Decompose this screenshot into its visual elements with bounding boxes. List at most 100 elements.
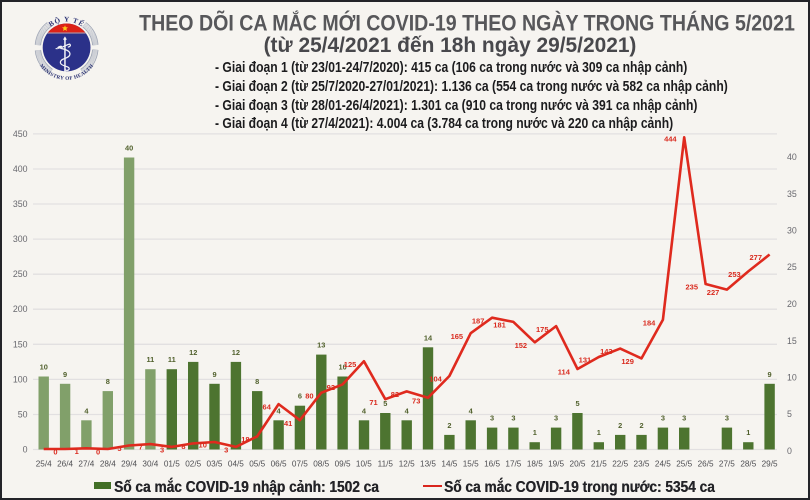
svg-text:40: 40 — [787, 152, 797, 162]
svg-text:20/5: 20/5 — [570, 460, 586, 469]
svg-text:3: 3 — [661, 414, 665, 423]
svg-text:100: 100 — [13, 374, 28, 384]
svg-text:114: 114 — [558, 368, 571, 377]
svg-text:227: 227 — [707, 288, 720, 297]
svg-text:6: 6 — [298, 392, 302, 401]
svg-text:444: 444 — [664, 135, 677, 144]
svg-text:40: 40 — [125, 144, 133, 153]
svg-text:08/5: 08/5 — [313, 460, 329, 469]
svg-text:187: 187 — [472, 316, 485, 325]
svg-text:21/5: 21/5 — [591, 460, 607, 469]
svg-text:12: 12 — [232, 348, 240, 357]
svg-text:8: 8 — [255, 377, 259, 386]
svg-text:18/5: 18/5 — [527, 460, 543, 469]
svg-text:450: 450 — [13, 129, 28, 139]
svg-text:104: 104 — [429, 375, 442, 384]
svg-text:28/4: 28/4 — [100, 460, 116, 469]
svg-text:11/5: 11/5 — [378, 460, 394, 469]
svg-text:25/4: 25/4 — [36, 460, 52, 469]
svg-text:4: 4 — [362, 406, 367, 415]
svg-text:0: 0 — [23, 445, 28, 455]
svg-text:181: 181 — [493, 321, 506, 330]
svg-text:10: 10 — [787, 373, 797, 383]
svg-text:3: 3 — [160, 446, 164, 455]
svg-text:7: 7 — [139, 443, 143, 452]
svg-text:26/4: 26/4 — [57, 460, 73, 469]
svg-text:200: 200 — [13, 304, 28, 314]
svg-text:28/5: 28/5 — [740, 460, 756, 469]
svg-text:10: 10 — [338, 363, 346, 372]
svg-text:07/5: 07/5 — [292, 460, 308, 469]
svg-text:20: 20 — [787, 299, 797, 309]
svg-text:18: 18 — [241, 435, 249, 444]
svg-text:5: 5 — [383, 399, 387, 408]
svg-text:19/5: 19/5 — [548, 460, 564, 469]
svg-text:1: 1 — [597, 428, 601, 437]
svg-text:92: 92 — [327, 383, 335, 392]
svg-text:12: 12 — [189, 348, 197, 357]
svg-text:09/5: 09/5 — [335, 460, 351, 469]
svg-text:10/5: 10/5 — [356, 460, 372, 469]
svg-text:03/5: 03/5 — [207, 460, 223, 469]
svg-text:13: 13 — [317, 341, 325, 350]
svg-text:3: 3 — [554, 414, 558, 423]
svg-text:10: 10 — [199, 441, 207, 450]
svg-text:15: 15 — [787, 336, 797, 346]
svg-text:41: 41 — [284, 419, 292, 428]
svg-text:50: 50 — [18, 410, 28, 420]
svg-text:150: 150 — [13, 339, 28, 349]
svg-text:250: 250 — [13, 269, 28, 279]
svg-text:05/5: 05/5 — [249, 460, 265, 469]
svg-text:143: 143 — [600, 347, 613, 356]
svg-text:0: 0 — [787, 446, 792, 456]
svg-text:BỘ Y TẾ: BỘ Y TẾ — [47, 15, 87, 28]
svg-text:22/5: 22/5 — [612, 460, 628, 469]
svg-text:1: 1 — [746, 428, 750, 437]
svg-text:14: 14 — [424, 333, 433, 342]
svg-text:9: 9 — [212, 370, 216, 379]
svg-text:9: 9 — [63, 370, 67, 379]
svg-text:29/5: 29/5 — [762, 460, 778, 469]
svg-text:3: 3 — [725, 414, 729, 423]
svg-text:277: 277 — [749, 253, 762, 262]
svg-text:16/5: 16/5 — [484, 460, 500, 469]
svg-text:3: 3 — [224, 446, 228, 455]
svg-text:11: 11 — [146, 355, 154, 364]
svg-text:0: 0 — [53, 448, 57, 457]
svg-text:4: 4 — [84, 406, 89, 415]
svg-text:300: 300 — [13, 234, 28, 244]
svg-text:152: 152 — [515, 341, 528, 350]
svg-text:01/5: 01/5 — [164, 460, 180, 469]
svg-text:13/5: 13/5 — [420, 460, 436, 469]
svg-text:2: 2 — [618, 421, 622, 430]
svg-text:350: 350 — [13, 199, 28, 209]
svg-text:3: 3 — [682, 414, 686, 423]
svg-text:175: 175 — [536, 325, 549, 334]
svg-text:4: 4 — [405, 406, 410, 415]
svg-text:02/5: 02/5 — [185, 460, 201, 469]
svg-text:5: 5 — [117, 444, 121, 453]
svg-text:8: 8 — [181, 442, 185, 451]
svg-text:35: 35 — [787, 189, 797, 199]
svg-text:15/5: 15/5 — [463, 460, 479, 469]
svg-text:184: 184 — [643, 318, 656, 327]
svg-text:24/5: 24/5 — [655, 460, 671, 469]
svg-text:1: 1 — [533, 428, 537, 437]
svg-text:29/4: 29/4 — [121, 460, 137, 469]
svg-text:125: 125 — [344, 360, 357, 369]
svg-text:27/5: 27/5 — [719, 460, 735, 469]
svg-text:165: 165 — [451, 332, 464, 341]
svg-text:06/5: 06/5 — [271, 460, 287, 469]
svg-text:23/5: 23/5 — [634, 460, 650, 469]
svg-text:5: 5 — [575, 399, 579, 408]
svg-text:30/4: 30/4 — [142, 460, 158, 469]
svg-text:131: 131 — [579, 356, 592, 365]
svg-text:11: 11 — [168, 355, 176, 364]
svg-text:2: 2 — [447, 421, 451, 430]
svg-text:82: 82 — [391, 390, 399, 399]
svg-text:71: 71 — [369, 398, 377, 407]
svg-text:235: 235 — [685, 283, 698, 292]
svg-text:5: 5 — [787, 409, 792, 419]
svg-text:8: 8 — [106, 377, 110, 386]
svg-text:04/5: 04/5 — [228, 460, 244, 469]
